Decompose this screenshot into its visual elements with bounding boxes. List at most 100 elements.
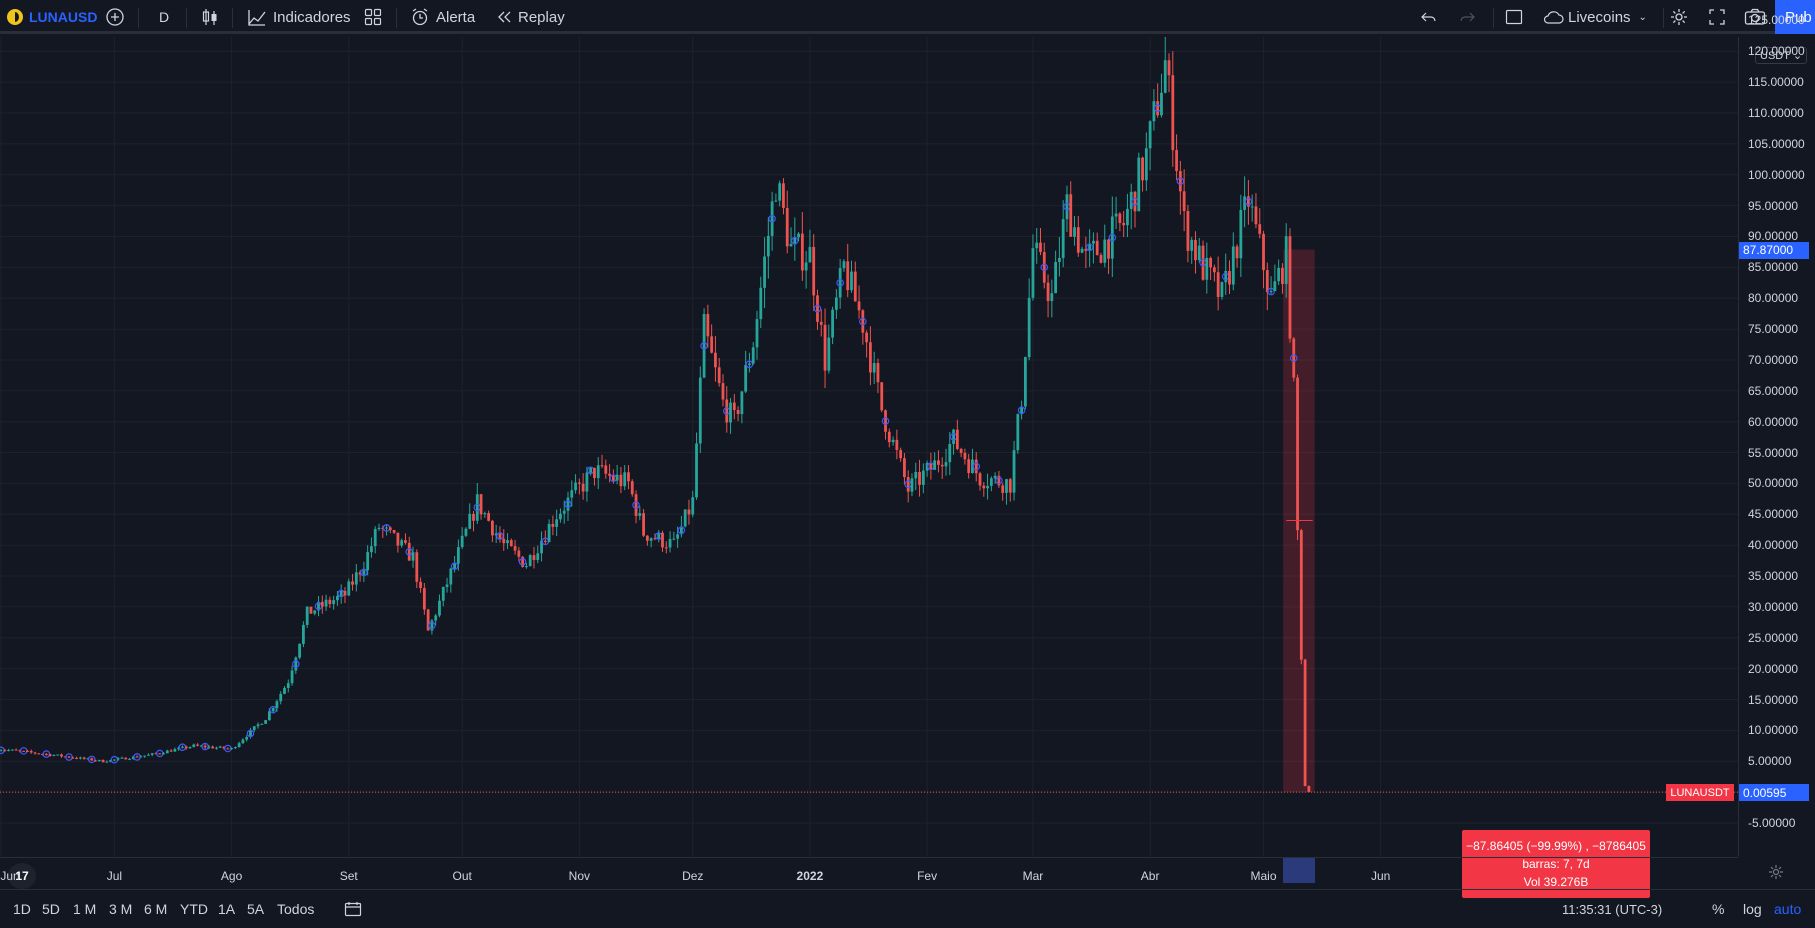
replay-button[interactable]: Replay bbox=[496, 0, 565, 34]
candle-body bbox=[1110, 216, 1114, 259]
range-button-3m[interactable]: 3 M bbox=[109, 901, 133, 917]
candle-body bbox=[642, 513, 645, 536]
candle-body bbox=[298, 643, 302, 658]
auto-scale-button[interactable]: auto bbox=[1774, 901, 1802, 917]
candle-body bbox=[593, 467, 596, 479]
indicator-marker bbox=[450, 562, 459, 570]
candle-body bbox=[789, 243, 793, 247]
candle-body bbox=[880, 382, 884, 411]
clock-readout[interactable]: 11:35:31 (UTC-3) bbox=[1562, 901, 1663, 917]
tradingview-logo[interactable]: 17 bbox=[8, 863, 36, 889]
candle-body bbox=[661, 532, 664, 548]
indicator-marker bbox=[768, 214, 776, 223]
candle-body bbox=[343, 590, 347, 596]
candle-body bbox=[1144, 148, 1148, 181]
candle-body bbox=[1216, 272, 1220, 297]
candle-body bbox=[502, 538, 506, 544]
replay-label: Replay bbox=[518, 8, 565, 26]
chart-pane[interactable]: −87.86405 (−99.99%) , −8786405 barras: 7… bbox=[0, 19, 1738, 898]
indicators-label: Indicadores bbox=[273, 8, 351, 26]
publish-button[interactable]: Pub bbox=[1775, 0, 1815, 34]
candle-body bbox=[1281, 267, 1284, 284]
gear-icon bbox=[1671, 9, 1687, 25]
candle-body bbox=[52, 755, 56, 757]
save-layout-button[interactable]: Livecoins ⌄ bbox=[1542, 0, 1647, 34]
indicator-marker bbox=[428, 621, 436, 630]
candle-body bbox=[714, 352, 717, 368]
percent-scale-button[interactable]: % bbox=[1712, 901, 1725, 917]
candle-body bbox=[993, 475, 997, 479]
candle-body bbox=[759, 287, 763, 320]
currency-selector[interactable]: USDT ⌄ bbox=[1755, 47, 1808, 64]
range-button-1d[interactable]: 1D bbox=[13, 901, 31, 917]
gear-icon[interactable] bbox=[1768, 864, 1784, 880]
chart-type-button[interactable] bbox=[201, 0, 219, 34]
time-scale[interactable]: Jun Jul Ago Set Out Nov Dez 2022 Fev Mar Abr Maio Ju… bbox=[0, 857, 1783, 883]
log-scale-button[interactable]: log bbox=[1743, 901, 1762, 917]
candle-body bbox=[585, 472, 589, 492]
candle-body bbox=[547, 523, 551, 542]
candle-body bbox=[1118, 213, 1122, 223]
candle-body bbox=[797, 233, 800, 238]
candle-body bbox=[793, 237, 797, 244]
range-button-1a[interactable]: 1A bbox=[218, 901, 236, 917]
candle-body bbox=[283, 687, 286, 694]
layout-select-button[interactable] bbox=[1505, 0, 1523, 34]
redo-button[interactable] bbox=[1458, 0, 1476, 34]
fullscreen-button[interactable] bbox=[1708, 0, 1726, 34]
candle-body bbox=[657, 532, 661, 540]
snapshot-button[interactable] bbox=[1744, 0, 1766, 34]
candle-body bbox=[1050, 293, 1054, 302]
candle-body bbox=[1016, 414, 1020, 451]
candle-body bbox=[1008, 479, 1012, 493]
indicator-marker bbox=[405, 547, 414, 556]
candle-body bbox=[1250, 206, 1254, 208]
candle-body bbox=[1273, 281, 1277, 292]
range-button-todos[interactable]: Todos bbox=[277, 901, 315, 917]
candle-body bbox=[1042, 252, 1046, 283]
layouts-button[interactable] bbox=[364, 0, 382, 34]
price-tick-label: 45.00000 bbox=[1748, 507, 1799, 522]
candle-body bbox=[600, 465, 604, 467]
price-tick-label: 100.00000 bbox=[1748, 167, 1805, 182]
candle-body bbox=[751, 347, 755, 364]
candle-body bbox=[453, 563, 456, 569]
range-button-6m[interactable]: 6 M bbox=[144, 901, 168, 917]
range-button-ytd[interactable]: YTD bbox=[180, 901, 208, 917]
candle-body bbox=[366, 552, 370, 571]
candle-body bbox=[90, 758, 94, 761]
indicators-button[interactable]: Indicadores bbox=[247, 0, 351, 34]
candle-body bbox=[1224, 270, 1228, 283]
range-button-1m[interactable]: 1 M bbox=[73, 901, 97, 917]
indicator-marker bbox=[859, 317, 867, 326]
candle-body bbox=[392, 530, 396, 533]
candle-body bbox=[105, 761, 109, 763]
candle-body bbox=[509, 540, 513, 547]
interval-button[interactable]: D bbox=[159, 9, 170, 25]
square-icon bbox=[1505, 9, 1523, 25]
candle-body bbox=[135, 756, 139, 758]
candle-body bbox=[1156, 101, 1160, 116]
range-button-5d[interactable]: 5D bbox=[42, 901, 60, 917]
candle-body bbox=[876, 363, 880, 383]
price-scale[interactable]: USDT ⌄ 125.00000 120.00000 115.00000 110.00… bbox=[1738, 13, 1815, 857]
candle-body bbox=[982, 485, 986, 489]
range-button-5a[interactable]: 5A bbox=[247, 901, 265, 917]
cloud-icon bbox=[1543, 11, 1564, 24]
candle-body bbox=[865, 332, 869, 343]
candle-body bbox=[419, 581, 422, 589]
candle-body bbox=[1046, 282, 1050, 302]
compare-symbol-button[interactable] bbox=[105, 0, 125, 34]
candle-body bbox=[434, 615, 438, 621]
price-chart[interactable] bbox=[0, 19, 1738, 857]
candle-body bbox=[577, 482, 581, 484]
symbol-search-button[interactable]: LUNAUSD bbox=[7, 0, 97, 34]
candle-body bbox=[680, 526, 683, 535]
undo-button[interactable] bbox=[1420, 0, 1438, 34]
candle-body bbox=[1160, 92, 1163, 116]
settings-button[interactable] bbox=[1669, 0, 1689, 34]
candle-body bbox=[131, 756, 135, 759]
alert-button[interactable]: Alerta bbox=[410, 0, 475, 34]
goto-date-button[interactable] bbox=[344, 890, 362, 928]
candle-body bbox=[1133, 191, 1137, 212]
